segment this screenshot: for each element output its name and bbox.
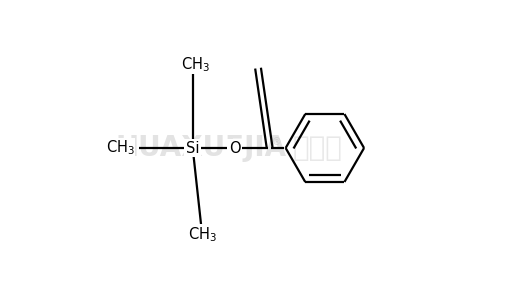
Text: CH$_3$: CH$_3$ bbox=[181, 55, 210, 74]
Text: O: O bbox=[229, 141, 241, 155]
Text: CH$_3$: CH$_3$ bbox=[188, 225, 217, 244]
Text: Si: Si bbox=[186, 141, 199, 155]
Text: 化学加: 化学加 bbox=[293, 134, 343, 162]
Text: HUAXUEJIA: HUAXUEJIA bbox=[116, 134, 287, 162]
Text: CH$_3$: CH$_3$ bbox=[106, 139, 134, 157]
Text: ®: ® bbox=[272, 137, 282, 147]
